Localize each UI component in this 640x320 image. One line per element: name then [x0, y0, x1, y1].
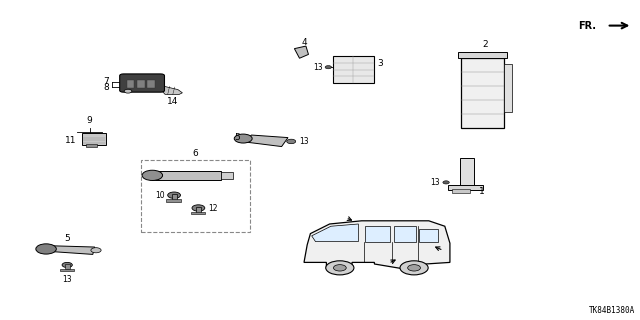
Circle shape: [400, 261, 428, 275]
Bar: [460, 158, 474, 187]
Text: 13: 13: [300, 137, 309, 146]
Polygon shape: [312, 224, 358, 242]
Polygon shape: [243, 135, 288, 147]
Bar: [82, 133, 106, 145]
Bar: [458, 52, 507, 58]
Bar: [141, 160, 250, 232]
Polygon shape: [161, 86, 182, 94]
Bar: [166, 199, 181, 202]
Circle shape: [325, 66, 332, 69]
Polygon shape: [46, 246, 95, 254]
Bar: [504, 64, 512, 112]
Bar: [365, 226, 390, 242]
Text: TK84B1380A: TK84B1380A: [589, 306, 635, 315]
Bar: [333, 56, 374, 83]
Polygon shape: [304, 221, 450, 269]
Circle shape: [443, 181, 449, 184]
FancyBboxPatch shape: [120, 74, 164, 92]
Circle shape: [326, 261, 354, 275]
Bar: [461, 58, 504, 128]
Polygon shape: [294, 46, 308, 58]
Circle shape: [234, 134, 252, 143]
Circle shape: [142, 170, 163, 180]
Circle shape: [408, 265, 420, 271]
Circle shape: [124, 89, 132, 93]
Text: 11: 11: [65, 136, 77, 145]
Text: 5: 5: [65, 234, 70, 243]
Text: FR.: FR.: [579, 20, 596, 31]
Text: 13: 13: [314, 63, 323, 72]
Text: 10: 10: [156, 191, 165, 200]
Bar: [152, 171, 221, 180]
Bar: [137, 80, 145, 88]
Text: 1: 1: [479, 188, 484, 196]
Bar: [221, 172, 233, 179]
Bar: [196, 207, 201, 213]
Circle shape: [333, 265, 346, 271]
Text: 12: 12: [208, 204, 218, 213]
Text: 14: 14: [167, 97, 179, 106]
Bar: [452, 189, 470, 193]
Circle shape: [36, 244, 56, 254]
Circle shape: [192, 205, 205, 211]
Text: 4: 4: [301, 38, 307, 47]
Bar: [86, 144, 97, 147]
Text: 2: 2: [483, 40, 488, 49]
Text: 8: 8: [103, 83, 109, 92]
Text: 5: 5: [234, 133, 240, 142]
Bar: [172, 194, 177, 200]
Bar: [419, 229, 438, 242]
Text: 9: 9: [87, 116, 92, 125]
Bar: [60, 269, 74, 271]
Bar: [147, 80, 155, 88]
Text: 6: 6: [193, 149, 198, 158]
Circle shape: [168, 192, 180, 198]
Circle shape: [62, 262, 72, 268]
Bar: [127, 80, 134, 88]
Text: 3: 3: [378, 60, 383, 68]
Bar: [65, 264, 70, 269]
Bar: [448, 185, 483, 190]
Bar: [191, 212, 205, 214]
Text: 7: 7: [103, 77, 109, 86]
Circle shape: [91, 248, 101, 253]
Bar: [394, 226, 416, 242]
Circle shape: [287, 139, 296, 144]
Text: 13: 13: [431, 178, 440, 187]
Text: 13: 13: [62, 275, 72, 284]
